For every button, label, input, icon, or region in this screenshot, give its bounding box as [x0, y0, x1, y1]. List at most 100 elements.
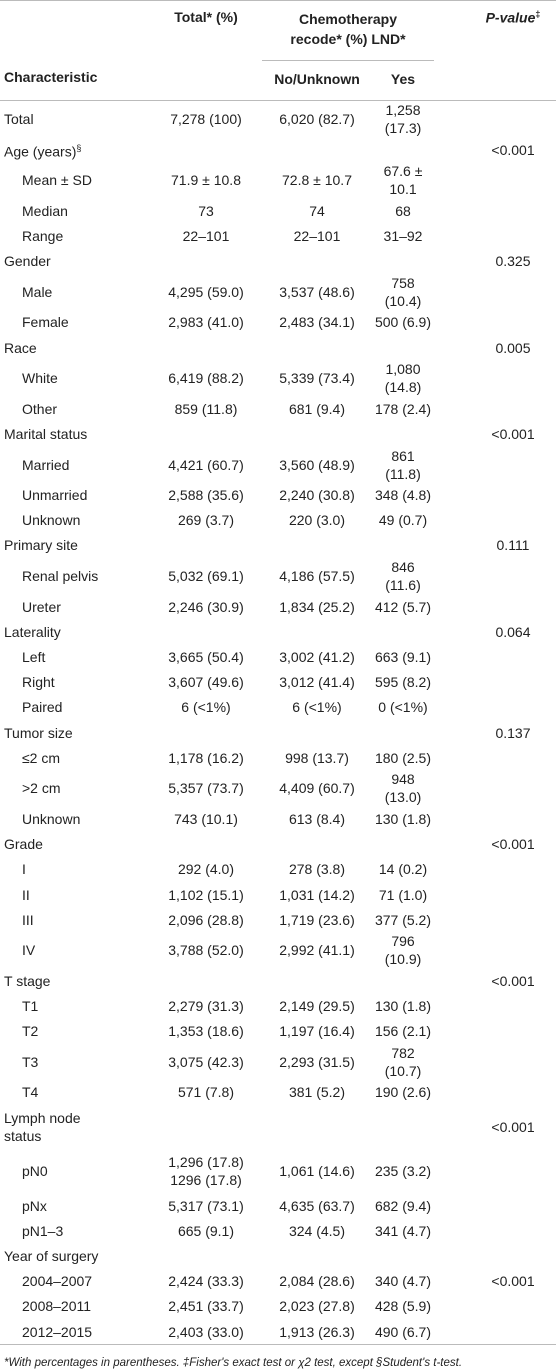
label-text: Unknown: [22, 810, 81, 827]
table-cell: [434, 558, 556, 594]
table-cell: 220 (3.0): [288, 512, 346, 529]
table-cell: 72.8 ± 10.7: [282, 172, 352, 189]
table-cell: [434, 1218, 556, 1243]
table-cell: 428 (5.9): [374, 1298, 432, 1315]
table-cell: [434, 162, 556, 198]
row-label: White: [0, 360, 150, 396]
table-cell: 178 (2.4): [374, 400, 432, 417]
table-cell: 3,002 (41.2): [279, 649, 355, 666]
table-cell: [434, 1319, 556, 1345]
table-cell: 2,588 (35.6): [168, 487, 244, 504]
row-label: Year of surgery: [0, 1243, 150, 1268]
label-text: Paired: [22, 699, 63, 716]
table-cell: 31–92: [383, 227, 423, 244]
table-row: Other 859 (11.8) 681 (9.4) 178 (2.4): [0, 396, 556, 421]
label-text: Male: [22, 283, 53, 300]
table-cell: [434, 1044, 556, 1080]
table-cell: 663 (9.1): [374, 649, 432, 666]
label-text: Laterality: [4, 623, 61, 640]
table-row: ≤2 cm 1,178 (16.2) 998 (13.7) 180 (2.5): [0, 745, 556, 770]
table-row: Tumor size 0.137: [0, 720, 556, 745]
table-row: T1 2,279 (31.3) 2,149 (29.5) 130 (1.8): [0, 994, 556, 1019]
label-text: Renal pelvis: [22, 568, 99, 585]
label-text: Total: [4, 111, 34, 127]
table-cell: [372, 137, 434, 162]
table-cell: 682 (9.4): [374, 1197, 432, 1214]
table-row: Range 22–101 22–101 31–92: [0, 223, 556, 248]
table-cell: [434, 223, 556, 248]
table-row: Race 0.005: [0, 335, 556, 360]
table-cell: 1,178 (16.2): [168, 749, 244, 766]
table-cell: 292 (4.0): [177, 861, 235, 878]
header-cell: P-value‡: [434, 1, 556, 61]
table-cell: 4,295 (59.0): [168, 283, 244, 300]
label-text: Female: [22, 314, 69, 331]
header-text: P-value: [485, 9, 536, 26]
table-cell: 5,339 (73.4): [279, 370, 355, 387]
table-cell: [372, 421, 434, 446]
table-cell: 1,834 (25.2): [279, 598, 355, 615]
table-row: T stage <0.001: [0, 968, 556, 993]
table-cell: 22–101: [293, 227, 341, 244]
row-label: Marital status: [0, 421, 150, 446]
row-label: III: [0, 907, 150, 932]
label-text: Race: [4, 339, 37, 356]
table-cell: [262, 968, 372, 993]
table-cell: [434, 198, 556, 223]
table-cell: [434, 447, 556, 483]
row-label: T4: [0, 1080, 150, 1105]
table-cell: [262, 832, 372, 857]
table-cell: 2,403 (33.0): [168, 1323, 244, 1340]
row-label: Total: [0, 101, 150, 138]
table-cell: [372, 968, 434, 993]
table-row: pNx 5,317 (73.1) 4,635 (63.7) 682 (9.4): [0, 1193, 556, 1218]
table-cell: [262, 335, 372, 360]
table-cell: [372, 720, 434, 745]
table-cell: [372, 249, 434, 274]
table-cell: 665 (9.1): [177, 1222, 235, 1239]
table-row: II 1,102 (15.1) 1,031 (14.2) 71 (1.0): [0, 882, 556, 907]
row-label: Median: [0, 198, 150, 223]
table-cell: 0.005: [495, 339, 531, 356]
table-cell: 381 (5.2): [288, 1084, 346, 1101]
row-label: 2008–2011: [0, 1294, 150, 1319]
table-cell: 3,788 (52.0): [168, 942, 244, 959]
table-cell: 861 (11.8): [385, 447, 421, 482]
table-cell: [372, 619, 434, 644]
table-cell: <0.001: [491, 1273, 535, 1290]
table-cell: 5,357 (73.7): [168, 780, 244, 797]
table-cell: 2,084 (28.6): [279, 1273, 355, 1290]
label-text: Median: [22, 202, 68, 219]
table-cell: [150, 533, 262, 558]
table-row: Left 3,665 (50.4) 3,002 (41.2) 663 (9.1): [0, 644, 556, 669]
table-cell: [150, 832, 262, 857]
table-cell: 5,032 (69.1): [168, 568, 244, 585]
table-cell: [372, 335, 434, 360]
table-row: T2 1,353 (18.6) 1,197 (16.4) 156 (2.1): [0, 1019, 556, 1044]
label-text: Primary site: [4, 537, 78, 554]
table-row: Laterality 0.064: [0, 619, 556, 644]
label-text: Gender: [4, 253, 51, 270]
table-cell: 377 (5.2): [374, 911, 432, 928]
table-row: III 2,096 (28.8) 1,719 (23.6) 377 (5.2): [0, 907, 556, 932]
row-label: Renal pelvis: [0, 558, 150, 594]
table-cell: 4,421 (60.7): [168, 456, 244, 473]
label-text: Left: [22, 649, 46, 666]
table-cell: 595 (8.2): [374, 674, 432, 691]
label-text: Lymph node status: [4, 1110, 81, 1145]
label-text: Married: [22, 456, 70, 473]
table-cell: [434, 695, 556, 720]
label-text: T4: [22, 1084, 39, 1101]
table-cell: 341 (4.7): [374, 1222, 432, 1239]
label-text: White: [22, 370, 58, 387]
header-sup: ‡: [535, 9, 541, 19]
table-cell: [150, 720, 262, 745]
table-row: Age (years)§ <0.001: [0, 137, 556, 162]
row-label: Male: [0, 274, 150, 310]
table-cell: 4,409 (60.7): [279, 780, 355, 797]
table-row: Married 4,421 (60.7) 3,560 (48.9) 861 (11.8…: [0, 447, 556, 483]
table-row: White 6,419 (88.2) 5,339 (73.4) 1,080 (14.8…: [0, 360, 556, 396]
table-row: pN1–3 665 (9.1) 324 (4.5) 341 (4.7): [0, 1218, 556, 1243]
label-text: II: [22, 886, 30, 903]
label-text: 2012–2015: [22, 1323, 93, 1340]
